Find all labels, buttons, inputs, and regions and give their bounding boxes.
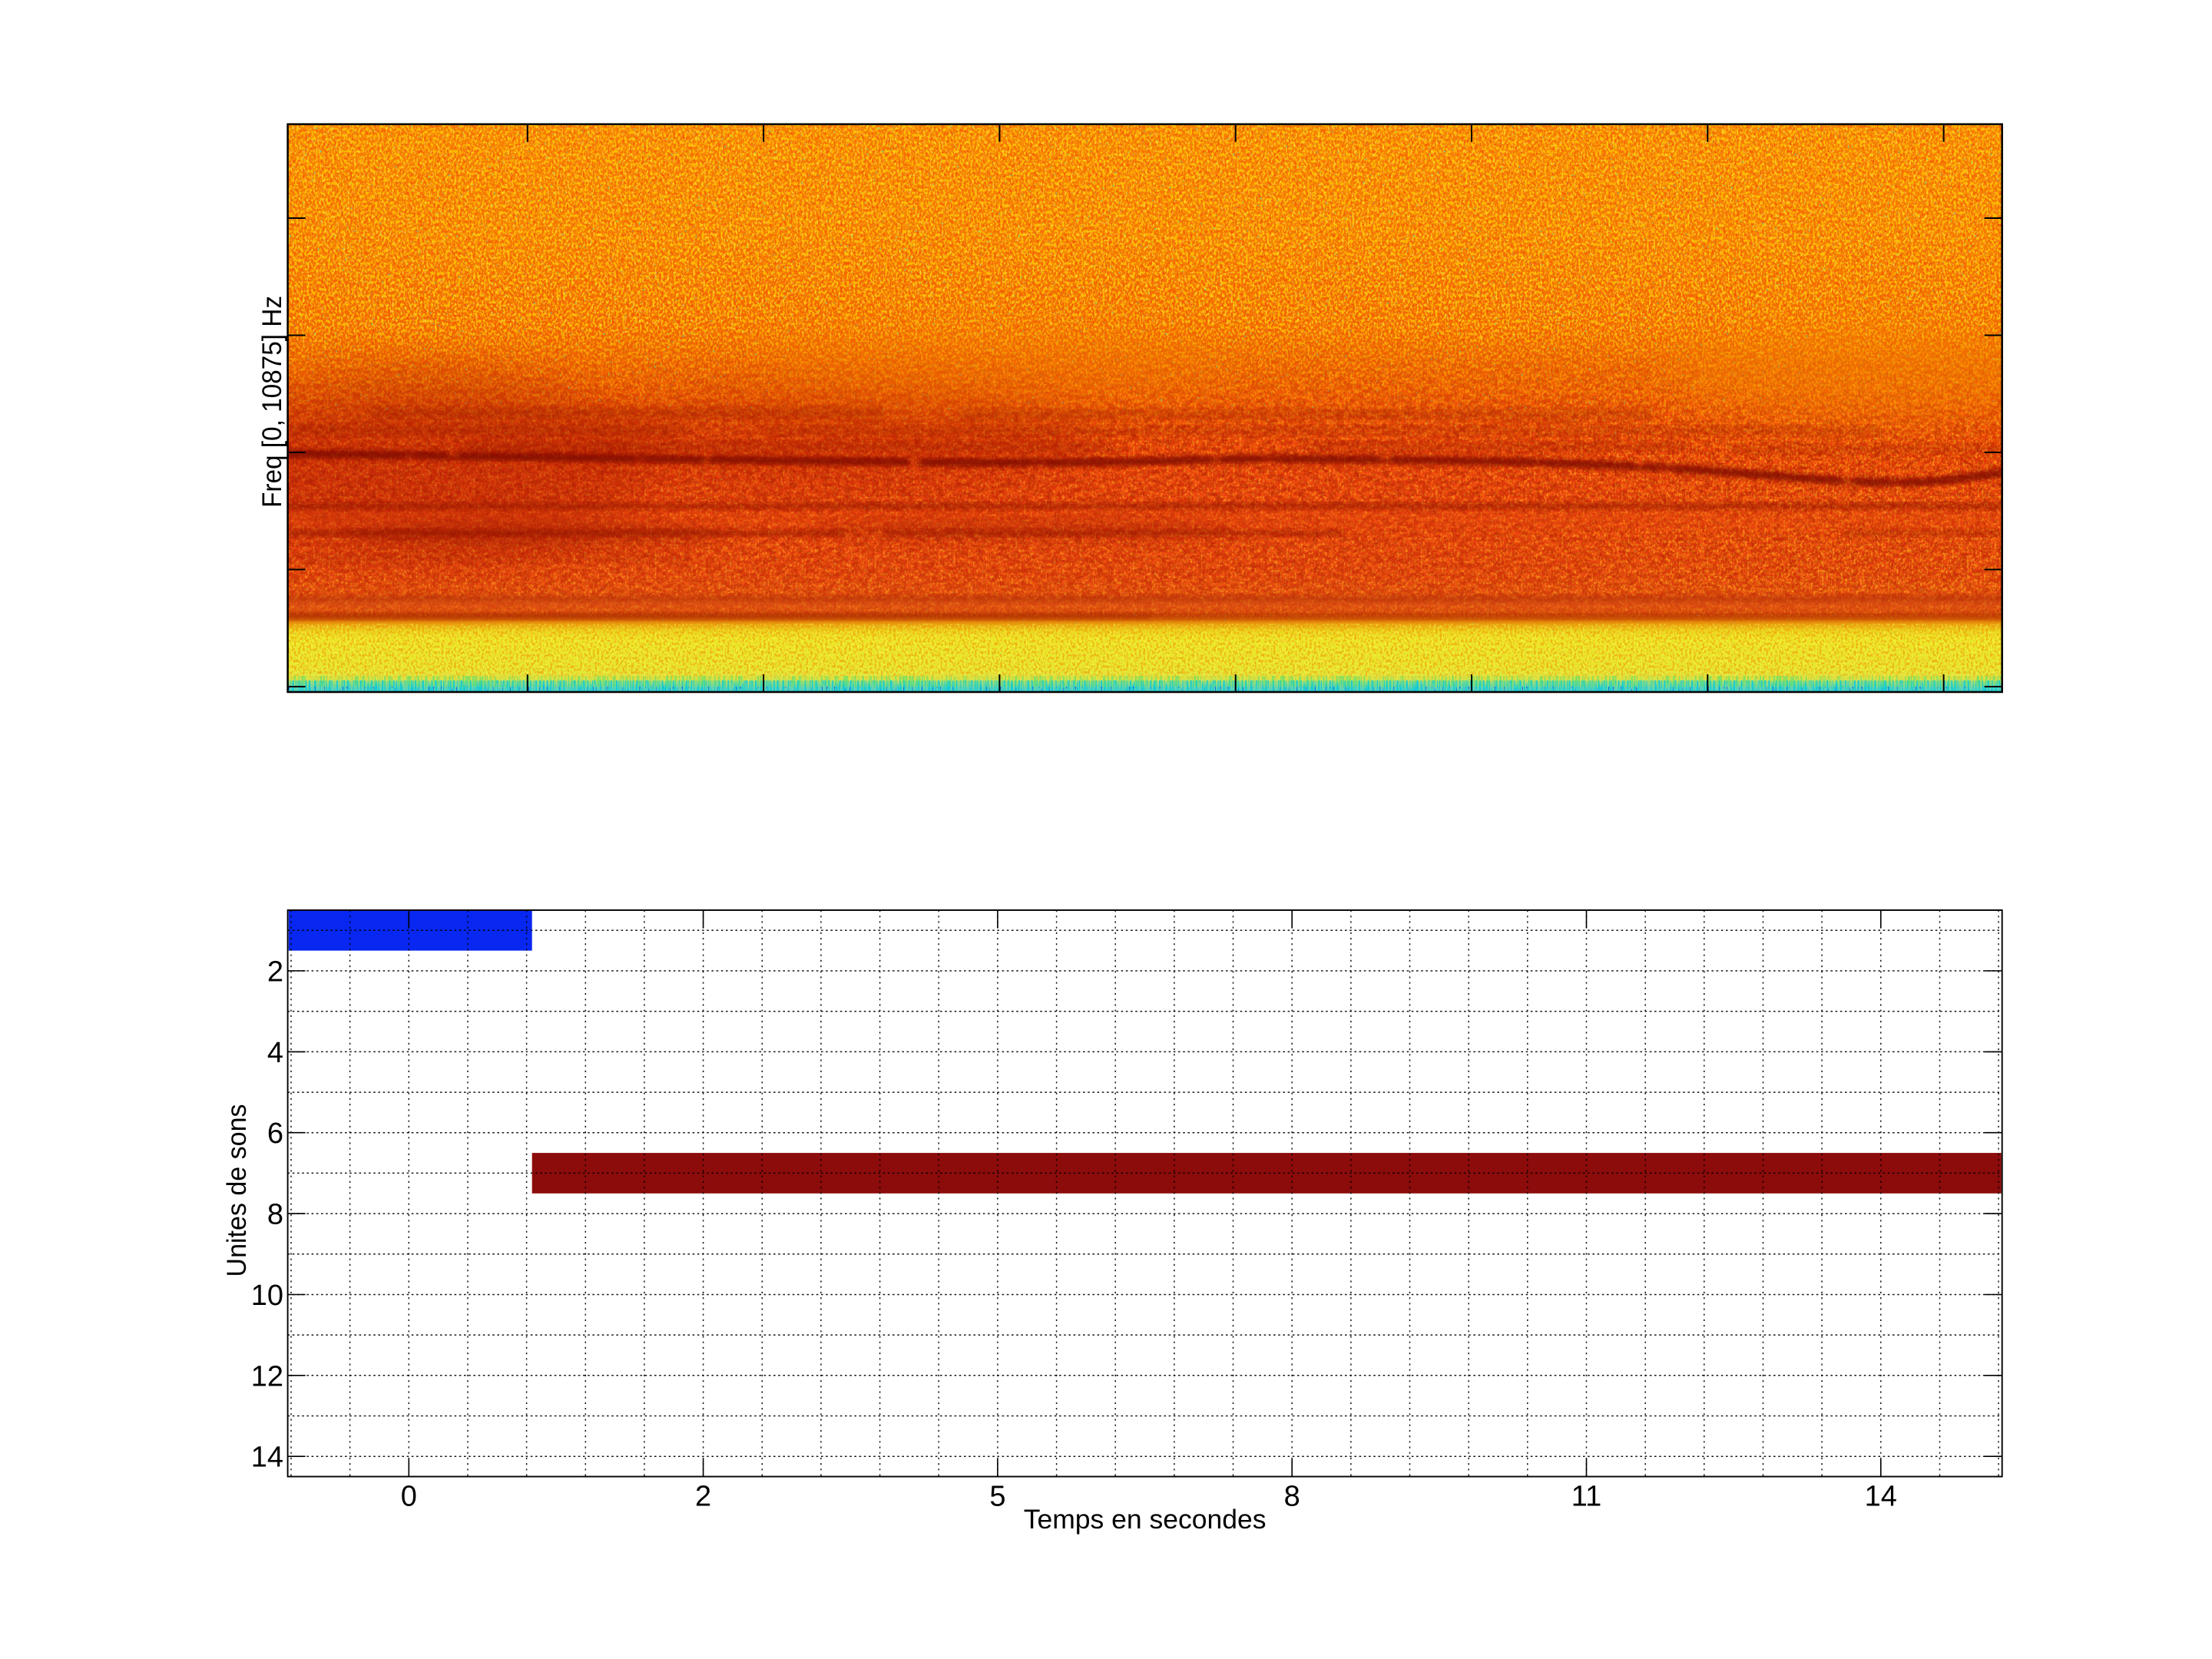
svg-text:8: 8 <box>1284 1481 1300 1513</box>
svg-text:4: 4 <box>267 1037 283 1069</box>
svg-text:Freq [0, 10875] Hz: Freq [0, 10875] Hz <box>257 296 287 508</box>
svg-text:5: 5 <box>989 1481 1005 1513</box>
svg-text:8: 8 <box>267 1199 283 1231</box>
svg-text:Temps en secondes: Temps en secondes <box>1024 1504 1267 1535</box>
svg-text:14: 14 <box>1865 1481 1897 1513</box>
svg-text:10: 10 <box>251 1280 283 1312</box>
svg-text:11: 11 <box>1571 1481 1601 1513</box>
svg-text:6: 6 <box>267 1118 283 1150</box>
svg-text:Unites de sons: Unites de sons <box>221 1104 252 1277</box>
svg-text:2: 2 <box>695 1481 711 1513</box>
svg-text:14: 14 <box>251 1442 283 1474</box>
svg-text:0: 0 <box>401 1481 417 1513</box>
svg-text:2: 2 <box>267 956 283 988</box>
svg-text:12: 12 <box>251 1360 283 1392</box>
